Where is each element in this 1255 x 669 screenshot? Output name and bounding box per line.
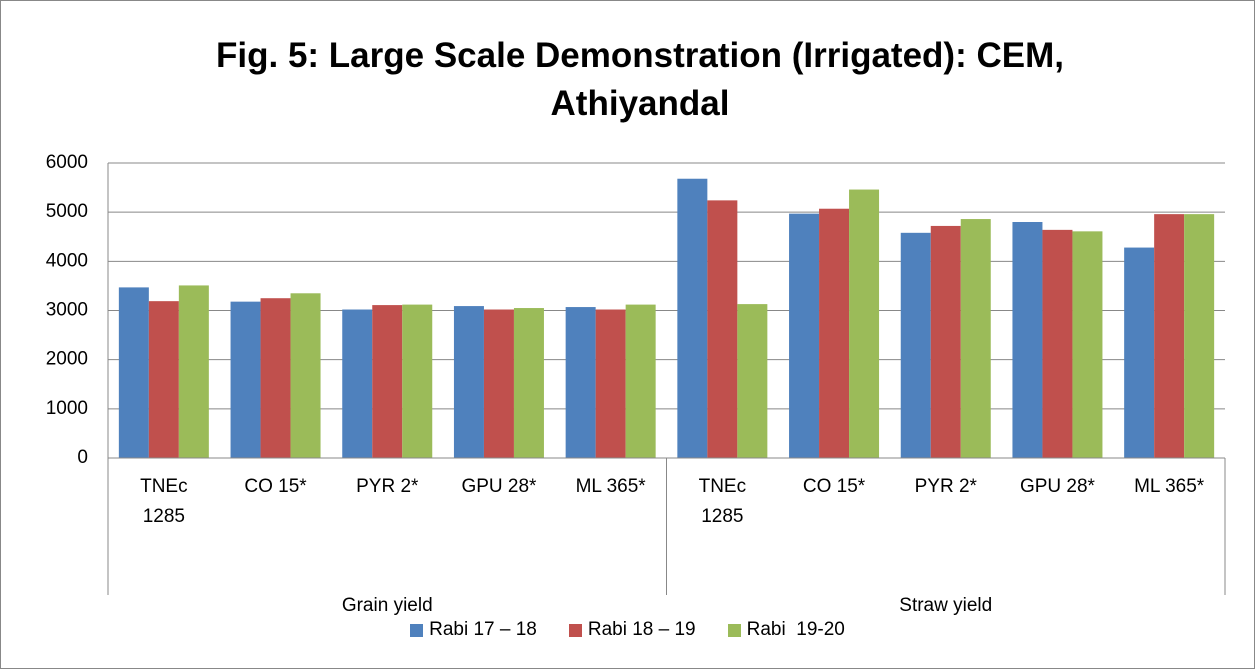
x-tick-label: TNEc 1285 bbox=[698, 476, 747, 527]
x-tick-label: PYR 2* bbox=[914, 476, 977, 497]
legend-item: Rabi 18 – 19 bbox=[568, 619, 696, 641]
x-tick-label: ML 365* bbox=[1134, 476, 1205, 497]
legend-item: Rabi 19-20 bbox=[727, 619, 845, 641]
legend-item: Rabi 17 – 18 bbox=[410, 619, 537, 641]
bar bbox=[1154, 214, 1185, 458]
bar bbox=[707, 200, 738, 458]
bar bbox=[453, 306, 484, 458]
legend: Rabi 17 – 18 Rabi 18 – 19 Rabi 19-20 bbox=[0, 619, 1255, 641]
x-tick-label: GPU 28* bbox=[1019, 476, 1095, 497]
bar bbox=[1124, 247, 1155, 458]
x-tick-label: GPU 28* bbox=[461, 476, 537, 497]
bar bbox=[960, 219, 991, 458]
bar bbox=[849, 189, 880, 459]
bar bbox=[930, 225, 961, 458]
group-label: Straw yield bbox=[899, 595, 993, 616]
bar bbox=[148, 301, 179, 458]
bar bbox=[1012, 222, 1043, 458]
x-tick-label: TNEc 1285 bbox=[140, 476, 188, 527]
bar bbox=[737, 304, 768, 458]
y-tick-label: 6000 bbox=[46, 152, 88, 173]
bar bbox=[118, 287, 149, 458]
bar bbox=[178, 285, 209, 458]
legend-label: Rabi 19-20 bbox=[746, 619, 845, 640]
chart-title: Fig. 5: Large Scale Demonstration (Irrig… bbox=[216, 36, 1064, 123]
legend-label: Rabi 18 – 19 bbox=[587, 619, 696, 640]
y-tick-label: 1000 bbox=[46, 398, 88, 419]
y-tick-label: 3000 bbox=[46, 300, 88, 321]
bar bbox=[372, 305, 403, 458]
bar bbox=[230, 301, 261, 458]
bar bbox=[342, 309, 373, 458]
legend-label: Rabi 17 – 18 bbox=[429, 619, 537, 640]
y-tick-label: 5000 bbox=[46, 201, 88, 222]
bar bbox=[900, 232, 931, 458]
y-tick-label: 0 bbox=[77, 447, 88, 468]
bar bbox=[1042, 229, 1073, 458]
legend-swatch bbox=[568, 623, 582, 637]
x-tick-label: ML 365* bbox=[575, 476, 646, 497]
legend-swatch bbox=[727, 623, 741, 637]
bar bbox=[483, 309, 514, 458]
y-tick-label: 4000 bbox=[46, 250, 88, 271]
bar bbox=[819, 208, 850, 458]
bar bbox=[625, 304, 656, 458]
bar bbox=[595, 309, 626, 458]
x-tick-label: CO 15* bbox=[244, 476, 307, 497]
bar bbox=[789, 213, 820, 458]
bar bbox=[565, 307, 596, 458]
bar bbox=[260, 298, 291, 458]
bar bbox=[1072, 231, 1103, 458]
bar bbox=[513, 308, 544, 458]
bar bbox=[402, 304, 433, 458]
x-tick-label: PYR 2* bbox=[356, 476, 419, 497]
bar bbox=[1184, 214, 1215, 458]
legend-swatch bbox=[410, 623, 424, 637]
y-tick-label: 2000 bbox=[46, 349, 88, 370]
bar bbox=[677, 178, 708, 458]
bar bbox=[290, 293, 321, 458]
group-label: Grain yield bbox=[341, 595, 433, 616]
x-tick-label: CO 15* bbox=[802, 476, 866, 497]
